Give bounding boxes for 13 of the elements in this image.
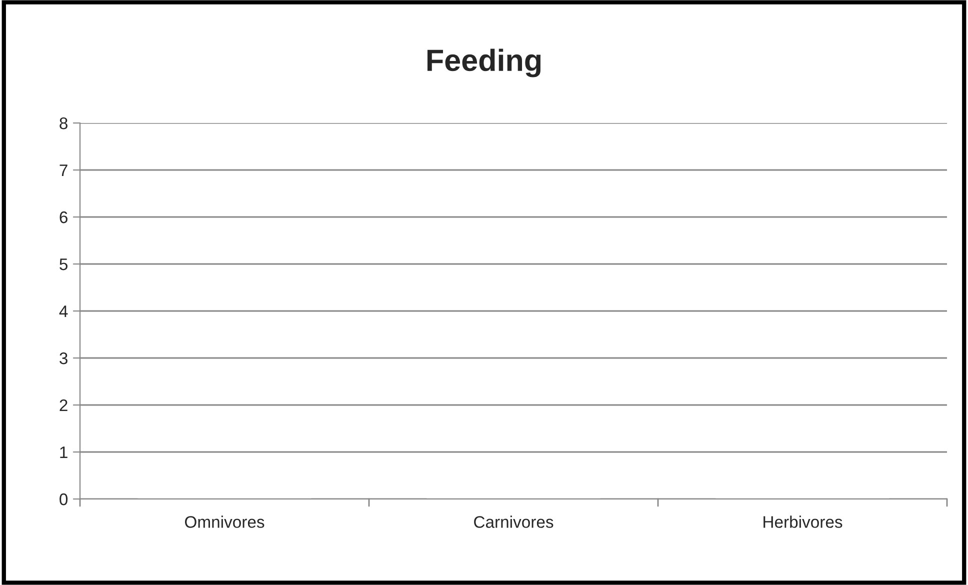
y-tick-label: 4 <box>59 306 68 318</box>
x-tick-label: Carnivores <box>474 516 554 528</box>
y-tick-label: 0 <box>60 493 68 506</box>
chart-title: Feeding <box>427 48 541 78</box>
x-tick-label: Herbivores <box>764 516 842 528</box>
y-tick-label: 2 <box>60 399 68 412</box>
x-tick-label: Omnivores <box>185 516 264 528</box>
y-tick-label: 5 <box>60 258 68 270</box>
y-tick-label: 8 <box>60 117 68 130</box>
y-tick-label: 3 <box>60 352 68 364</box>
y-tick-label: 1 <box>60 446 68 458</box>
y-tick-label: 7 <box>60 164 68 176</box>
y-tick-label: 6 <box>60 211 68 224</box>
